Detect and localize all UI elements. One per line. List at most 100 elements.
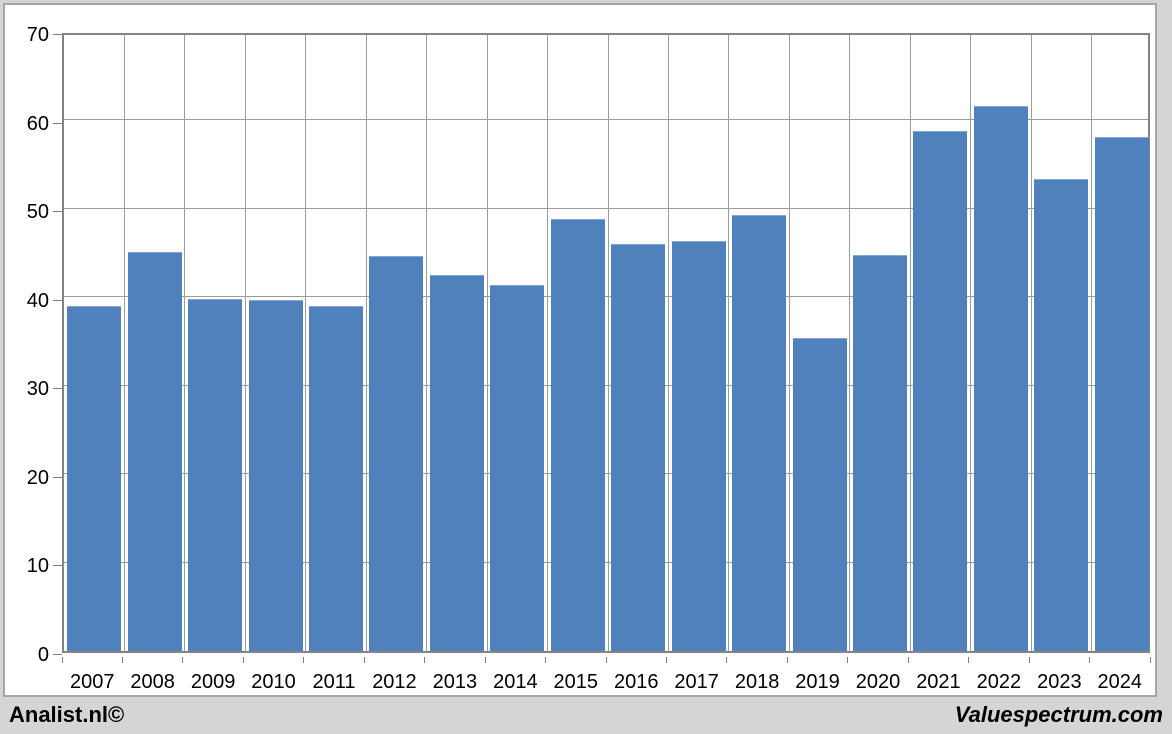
x-axis-label-2020: 2020 (855, 671, 901, 693)
y-axis-label-0: 0 (37, 644, 49, 666)
chart-panel: 0 10 20 30 40 50 60 70 2007 2008 2009 2010 2011 2012 2… (3, 3, 1157, 697)
x-tick-17 (1089, 657, 1091, 663)
bar-2022 (973, 106, 1028, 651)
x-tick-12 (786, 657, 788, 663)
footer: Analist.nl© Valuespectrum.com (0, 697, 1172, 734)
gridline-v-15 (970, 35, 972, 651)
bar-2013 (429, 274, 484, 651)
y-tick-70 (53, 34, 62, 35)
gridline-h-60 (64, 119, 1148, 121)
y-tick-10 (53, 565, 62, 567)
x-tick-9 (605, 657, 607, 663)
bar-2012 (369, 255, 424, 651)
gridline-v-13 (849, 35, 851, 651)
x-axis-label-2017: 2017 (674, 671, 719, 693)
x-tick-3 (242, 657, 244, 663)
bar-2009 (188, 299, 243, 651)
gridline-v-2 (184, 35, 186, 651)
x-tick-14 (907, 657, 909, 663)
gridline-v-9 (607, 35, 609, 651)
bar-2011 (308, 305, 363, 651)
gridline-v-4 (305, 35, 307, 651)
y-tick-40 (53, 299, 62, 301)
y-axis-label-40: 40 (26, 289, 49, 312)
x-axis-label-2013: 2013 (432, 671, 478, 693)
footer-right-brand: Valuespectrum.com (954, 701, 1163, 727)
x-tick-11 (726, 657, 728, 663)
bar-2020 (852, 255, 907, 651)
gridline-v-7 (486, 35, 488, 651)
y-axis-label-20: 20 (26, 466, 49, 489)
bar-2024 (1094, 137, 1149, 651)
x-axis-label-2012: 2012 (372, 671, 417, 693)
x-tick-2 (182, 657, 184, 663)
gridline-v-1 (123, 35, 125, 651)
y-axis-label-60: 60 (26, 112, 49, 135)
y-axis-label-10: 10 (26, 555, 49, 578)
gridline-v-12 (788, 35, 790, 651)
gridline-v-16 (1030, 35, 1032, 651)
x-axis-label-2019: 2019 (795, 671, 840, 693)
gridline-v-17 (1091, 35, 1093, 651)
x-tick-18 (1149, 657, 1151, 663)
x-tick-0 (61, 657, 63, 663)
gridline-v-8 (547, 35, 549, 651)
x-axis-label-2007: 2007 (69, 671, 115, 693)
footer-left-brand: Analist.nl© (9, 701, 125, 727)
x-tick-16 (1028, 657, 1030, 663)
x-axis-label-2009: 2009 (190, 671, 236, 693)
x-axis-label-2018: 2018 (734, 671, 780, 693)
y-tick-50 (53, 211, 62, 213)
gridline-h-10 (64, 561, 1148, 563)
gridline-v-6 (426, 35, 428, 651)
bar-2008 (127, 252, 182, 651)
gridline-h-40 (64, 296, 1148, 298)
bar-2007 (67, 305, 122, 651)
bar-2021 (913, 131, 968, 651)
gridline-v-10 (667, 35, 669, 651)
x-axis-label-2021: 2021 (916, 671, 961, 693)
x-tick-13 (847, 657, 849, 663)
x-axis-label-2014: 2014 (493, 671, 538, 693)
x-tick-8 (545, 657, 547, 663)
gridline-h-30 (64, 384, 1148, 386)
gridline-v-11 (728, 35, 730, 651)
bar-2019 (792, 338, 847, 651)
x-tick-6 (424, 657, 426, 663)
x-tick-10 (665, 657, 667, 663)
bar-2023 (1034, 178, 1089, 651)
gridline-v-5 (365, 35, 367, 651)
x-axis-label-2010: 2010 (251, 671, 296, 693)
x-tick-4 (303, 657, 305, 663)
x-axis-label-2016: 2016 (613, 671, 659, 693)
bar-2017 (671, 240, 726, 651)
gridline-h-20 (64, 473, 1148, 475)
x-tick-5 (363, 657, 365, 663)
bar-2010 (248, 300, 303, 651)
bar-2014 (490, 285, 545, 651)
gridline-v-14 (909, 35, 911, 651)
x-axis-label-2015: 2015 (553, 671, 599, 693)
bar-2018 (732, 215, 787, 651)
bar-2015 (550, 218, 605, 651)
y-tick-0 (53, 654, 62, 655)
y-tick-20 (53, 476, 62, 478)
x-tick-15 (968, 657, 970, 663)
x-tick-7 (484, 657, 486, 663)
y-axis-label-50: 50 (26, 201, 49, 224)
y-tick-30 (53, 388, 62, 390)
y-axis-label-70: 70 (26, 24, 49, 46)
gridline-h-50 (64, 207, 1148, 209)
x-axis-label-2024: 2024 (1097, 671, 1143, 693)
x-axis-label-2023: 2023 (1037, 671, 1082, 693)
x-axis-label-2008: 2008 (130, 671, 175, 693)
x-tick-1 (121, 657, 123, 663)
gridline-v-3 (244, 35, 246, 651)
bar-2016 (611, 243, 666, 651)
y-tick-60 (53, 122, 62, 124)
plot-area (62, 33, 1150, 653)
y-axis-label-30: 30 (26, 378, 49, 401)
x-axis-label-2011: 2011 (312, 671, 356, 693)
x-axis-label-2022: 2022 (976, 671, 1022, 693)
